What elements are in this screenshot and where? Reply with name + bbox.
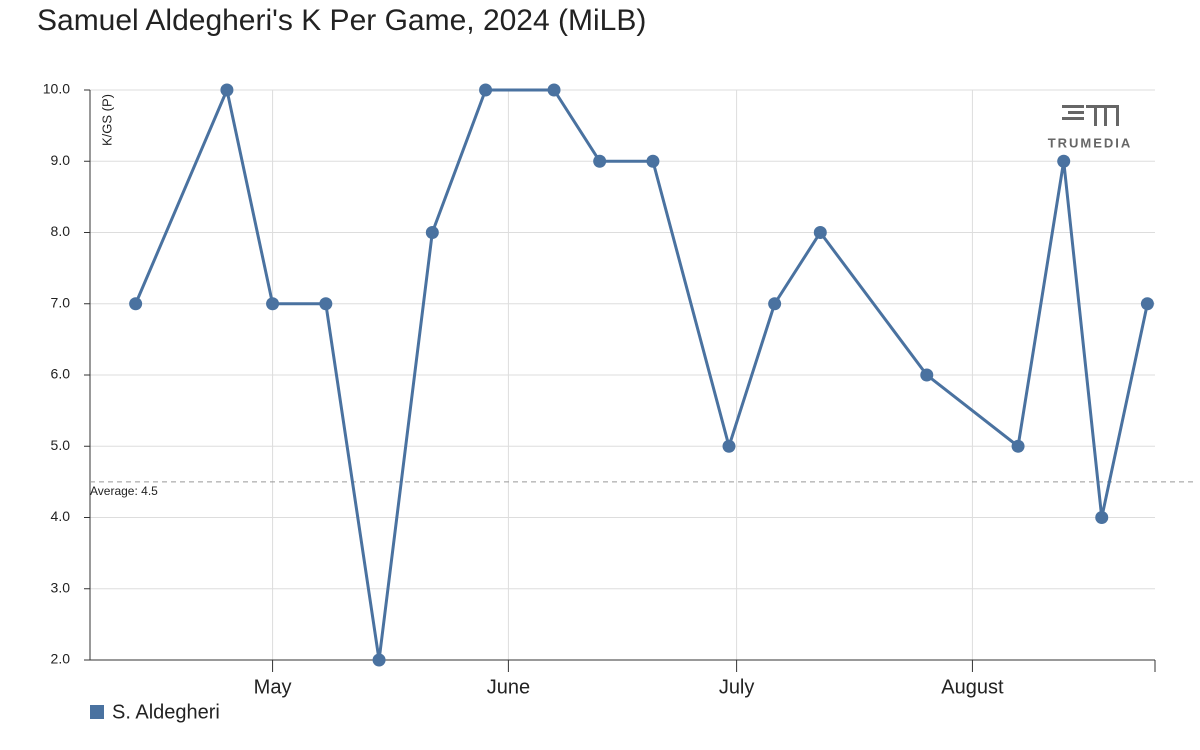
data-point [547, 83, 561, 97]
y-tick-label: 9.0 [51, 152, 71, 168]
x-tick-label: May [254, 676, 292, 698]
y-tick-label: 8.0 [51, 223, 71, 239]
logo-text: TRUMEDIA [1048, 135, 1133, 150]
y-tick-label: 10.0 [43, 81, 70, 97]
data-point [425, 226, 439, 239]
data-point [129, 297, 143, 311]
x-tick-label: June [487, 676, 530, 698]
y-tick-label: 5.0 [51, 437, 71, 453]
x-tick-label: August [941, 676, 1004, 698]
data-point [920, 368, 934, 382]
data-point [1057, 154, 1071, 168]
y-axis-label: K/GS (P) [99, 94, 114, 146]
y-tick-label: 7.0 [51, 294, 71, 310]
y-tick-label: 6.0 [51, 366, 71, 382]
y-tick-label: 4.0 [51, 508, 71, 524]
data-point [266, 297, 280, 311]
x-tick-label: July [719, 676, 755, 698]
y-tick-label: 2.0 [51, 651, 71, 667]
data-point [479, 83, 493, 97]
data-point [593, 154, 607, 168]
data-point [220, 83, 234, 97]
legend-label: S. Aldegheri [112, 701, 220, 723]
data-point [1095, 511, 1109, 524]
data-point [319, 297, 333, 311]
data-point [722, 439, 736, 453]
chart-title: Samuel Aldegheri's K Per Game, 2024 (MiL… [37, 4, 646, 37]
y-tick-label: 3.0 [51, 579, 71, 595]
average-label: Average: 4.5 [90, 484, 158, 498]
series-line [134, 85, 1149, 661]
data-point [646, 154, 660, 168]
legend-swatch [90, 705, 104, 719]
data-point [768, 297, 782, 311]
data-point [813, 226, 827, 239]
logo-mark [1062, 105, 1119, 126]
data-point [1011, 439, 1025, 453]
data-point [1140, 297, 1154, 311]
data-point [372, 653, 386, 667]
